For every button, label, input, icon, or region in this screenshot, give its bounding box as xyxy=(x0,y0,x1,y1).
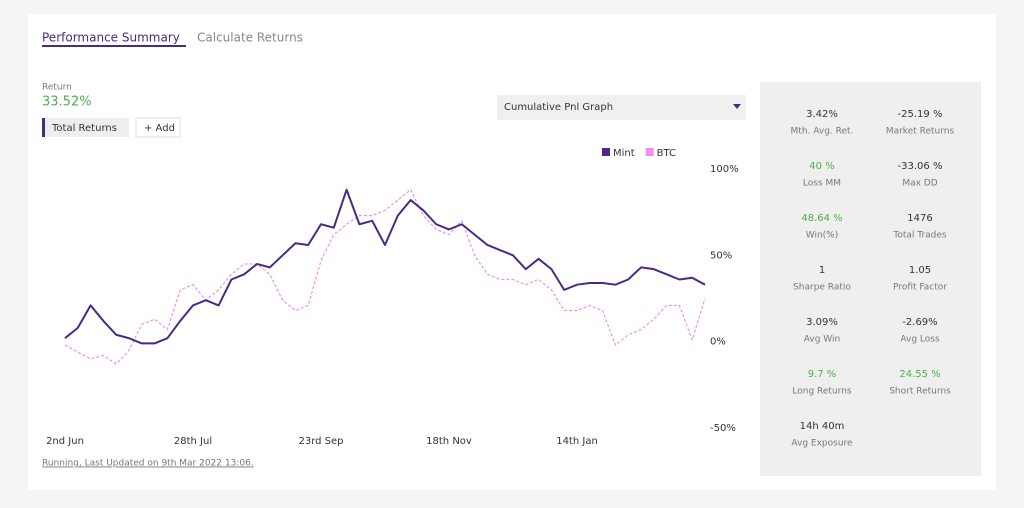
stat-value: 3.42% xyxy=(806,109,838,120)
button[interactable] xyxy=(42,118,129,137)
stat-value: 1.05 xyxy=(909,265,931,276)
stat-value: 1476 xyxy=(907,213,932,224)
tab[interactable]: Performance Summary xyxy=(42,31,180,45)
footer-link[interactable]: Running, Last Updated on 9th Mar 2022 13… xyxy=(42,459,254,469)
return-label: Return xyxy=(42,83,72,93)
stat-value: 14h 40m xyxy=(800,421,845,432)
return-value: 33.52% xyxy=(42,95,92,110)
stat-label: Profit Factor xyxy=(893,283,947,293)
stat-label: Avg Exposure xyxy=(791,439,853,449)
legend-label: BTC xyxy=(657,148,676,159)
dropdown-arrow xyxy=(733,104,741,109)
stat-value: 3.09% xyxy=(806,317,838,328)
x-tick-label: 28th Jul xyxy=(174,436,212,447)
y-tick-label: 100% xyxy=(710,164,739,175)
dropdown-label: Cumulative Pnl Graph xyxy=(504,102,613,113)
button[interactable] xyxy=(135,117,181,138)
stat-label: Win(%) xyxy=(806,231,838,241)
line-series xyxy=(64,188,706,345)
tab-underline xyxy=(42,45,186,47)
dropdown[interactable] xyxy=(497,95,746,120)
stat-value: -33.06 % xyxy=(898,161,943,172)
x-tick-label: 14th Jan xyxy=(556,436,598,447)
legend-swatch xyxy=(645,148,654,156)
stat-label: Loss MM xyxy=(803,179,841,189)
stat-value: 24.55 % xyxy=(899,369,940,380)
stat-value: 9.7 % xyxy=(808,369,837,380)
button-accent xyxy=(42,118,45,137)
y-tick-label: -50% xyxy=(710,423,736,434)
button-label: + Add xyxy=(144,123,175,134)
stat-value: -25.19 % xyxy=(898,109,943,120)
stat-label: Long Returns xyxy=(792,387,852,397)
button-label: Total Returns xyxy=(51,123,117,134)
line-series xyxy=(64,189,706,365)
stat-label: Market Returns xyxy=(886,127,955,137)
stat-label: Avg Loss xyxy=(900,335,940,345)
stat-label: Sharpe Ratio xyxy=(793,283,851,293)
x-tick-label: 18th Nov xyxy=(426,436,472,447)
x-tick-label: 23rd Sep xyxy=(298,436,343,447)
stat-label: Max DD xyxy=(902,179,937,189)
stat-value: 48.64 % xyxy=(801,213,842,224)
y-tick-label: 50% xyxy=(710,250,732,261)
stat-value: 1 xyxy=(819,265,825,276)
legend-swatch xyxy=(602,148,610,156)
legend-label: Mint xyxy=(613,148,635,159)
stat-label: Short Returns xyxy=(889,387,951,397)
y-tick-label: 0% xyxy=(710,337,726,348)
stat-value: -2.69% xyxy=(902,317,937,328)
stat-label: Avg Win xyxy=(804,335,840,345)
stat-value: 40 % xyxy=(809,161,834,172)
x-tick-label: 2nd Jun xyxy=(46,436,84,447)
tab[interactable]: Calculate Returns xyxy=(197,31,303,45)
stats-panel xyxy=(760,82,981,476)
stat-label: Mth. Avg. Ret. xyxy=(791,127,854,137)
stat-label: Total Trades xyxy=(892,231,947,241)
